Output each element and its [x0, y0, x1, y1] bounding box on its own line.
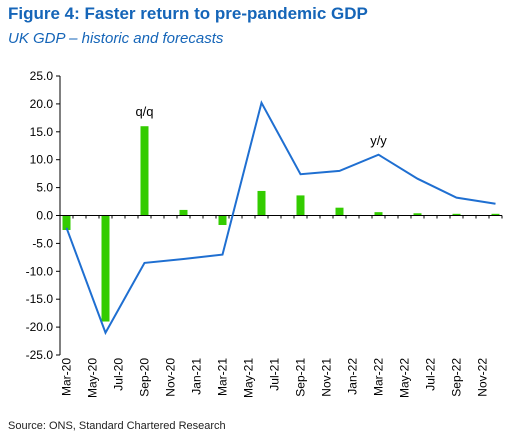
y-tick-label: 0.0 [36, 209, 53, 223]
x-tick-label: Jan-21 [190, 358, 204, 395]
x-tick-label: Nov-22 [476, 358, 490, 397]
x-tick-label: Jan-22 [346, 358, 360, 395]
series-annotation: q/q [135, 104, 153, 119]
qq-bars [62, 126, 500, 322]
line-yy [65, 100, 496, 336]
y-tick-label: 15.0 [30, 125, 54, 139]
y-tick-label: 20.0 [30, 97, 54, 111]
x-tick-label: Nov-20 [164, 358, 178, 397]
x-tick-label: Mar-20 [60, 358, 74, 396]
bar-qq [413, 213, 422, 216]
bar-qq [335, 207, 344, 216]
series-annotation: y/y [370, 133, 387, 148]
y-tick-label: 10.0 [30, 153, 54, 167]
y-tick-label: -10.0 [26, 264, 54, 278]
x-tick-label: May-20 [86, 358, 100, 398]
x-tick-label: Mar-22 [372, 358, 386, 396]
bar-qq [374, 212, 383, 216]
bar-qq [140, 126, 149, 216]
bar-qq [491, 213, 500, 216]
y-axis: 25.0 20.0 15.0 10.0 5.0 0.0 -5.0 -10.0 -15.0 -20.… [26, 69, 61, 362]
x-tick-label: May-22 [398, 358, 412, 398]
x-tick-label: May-21 [242, 358, 256, 398]
bar-qq [296, 195, 305, 216]
y-tick-label: -15.0 [26, 292, 54, 306]
y-tick-label: -20.0 [26, 320, 54, 334]
y-tick-label: 5.0 [36, 181, 53, 195]
chart-title: Figure 4: Faster return to pre-pandemic … [8, 4, 368, 23]
yy-line-layer [65, 100, 496, 336]
x-tick-label: Nov-21 [320, 358, 334, 397]
bar-qq [101, 215, 110, 322]
bar-qq [62, 215, 71, 231]
x-tick-label: Mar-21 [216, 358, 230, 396]
bar-qq [452, 213, 461, 216]
x-axis: Mar-20 May-20 Jul-20 Sep-20 Nov-20 Jan-21 Mar-… [59, 215, 503, 398]
x-tick-label: Sep-22 [450, 358, 464, 397]
bar-qq [257, 190, 266, 216]
x-tick-label: Jul-22 [424, 358, 438, 391]
bar-qq [218, 215, 227, 225]
x-tick-label: Jul-21 [268, 358, 282, 391]
x-tick-label: Jul-20 [112, 358, 126, 391]
y-tick-label: -5.0 [32, 236, 53, 250]
annotations: q/q y/y [135, 104, 387, 148]
y-tick-label: 25.0 [30, 69, 54, 83]
x-tick-label: Sep-20 [138, 358, 152, 397]
chart-subtitle: UK GDP – historic and forecasts [8, 30, 224, 47]
y-tick-label: -25.0 [26, 348, 54, 362]
bar-qq [179, 209, 188, 216]
x-tick-label: Sep-21 [294, 358, 308, 397]
source-note: Source: ONS, Standard Chartered Research [8, 420, 226, 432]
